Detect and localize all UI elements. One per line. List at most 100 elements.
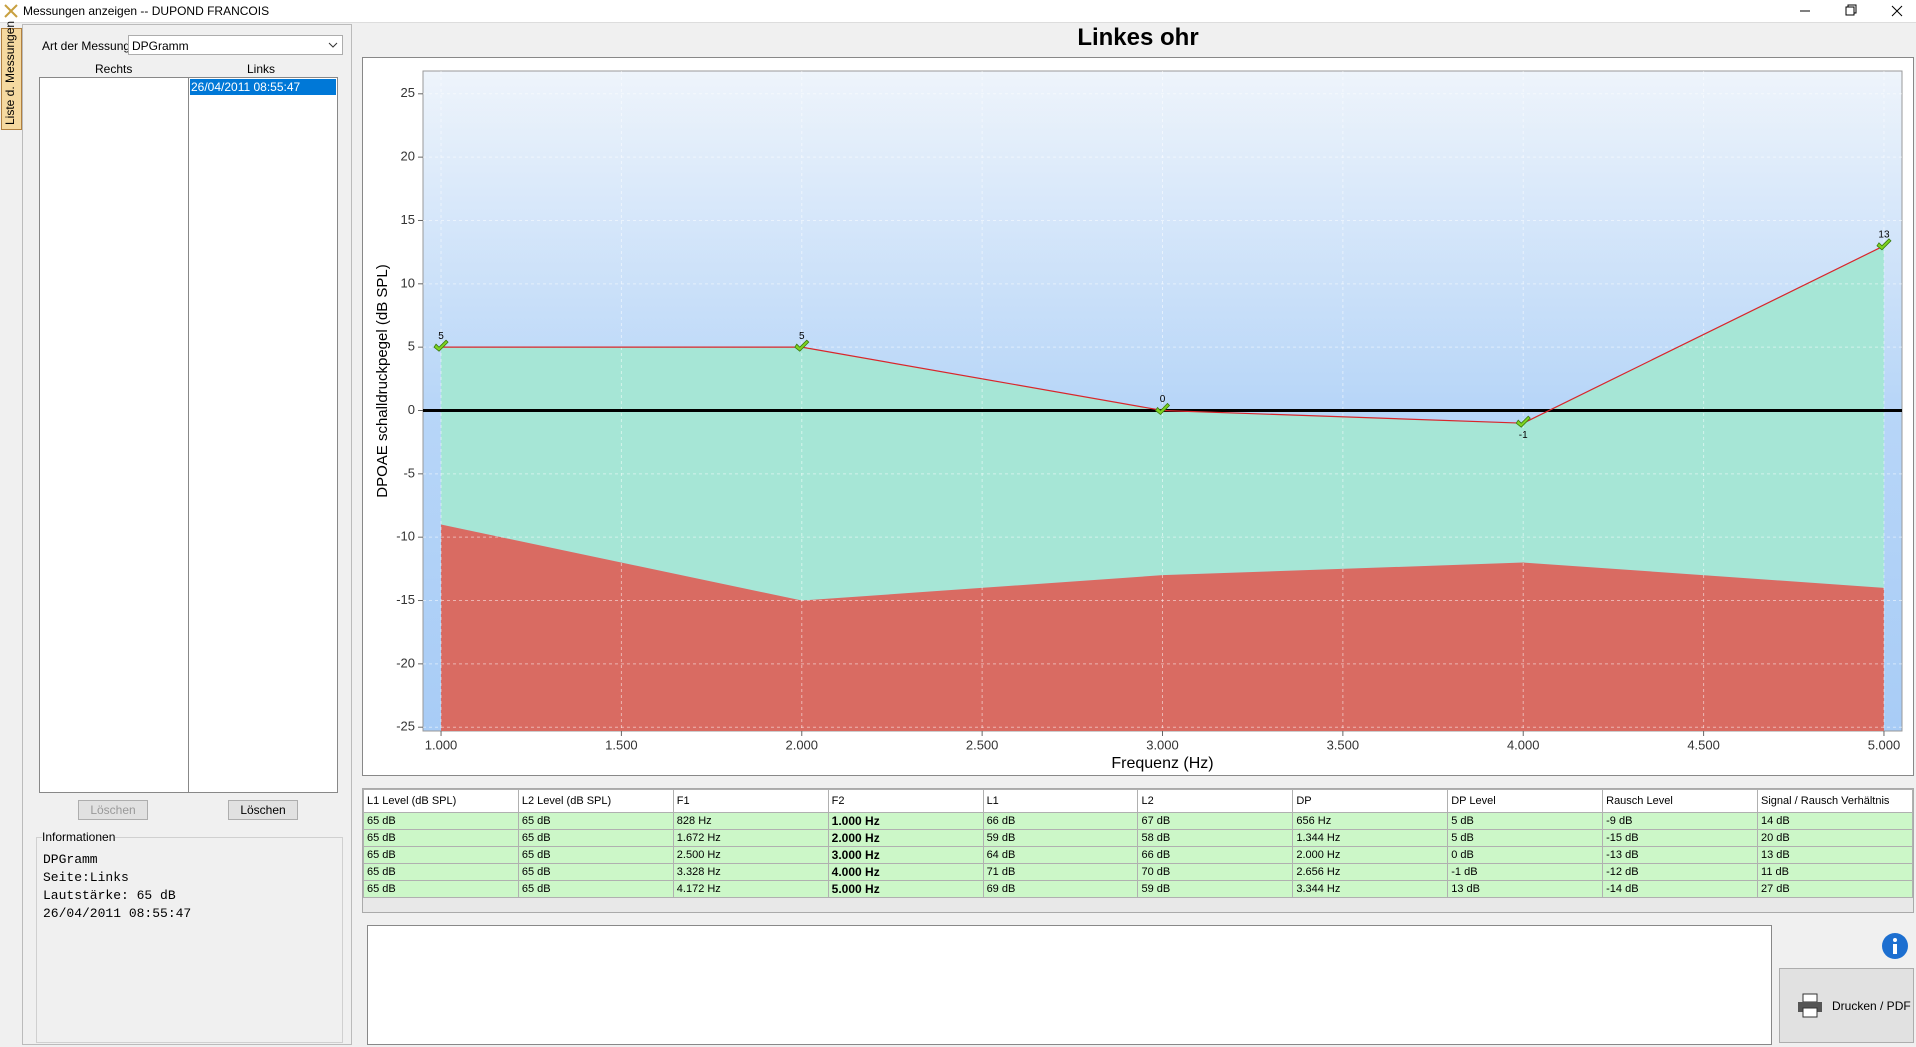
list-header: Links (247, 62, 276, 76)
table-cell: 66 dB (1137, 846, 1294, 864)
column-header: L2 (1137, 789, 1294, 813)
x-axis-label: Frequenz (Hz) (1111, 755, 1213, 772)
table-row: 65 dB 65 dB 828 Hz 1.000 Hz 66 dB 67 dB 656 Hz… (363, 812, 1913, 830)
table-cell: 67 dB (1137, 812, 1294, 830)
data-label: 13 (1878, 229, 1890, 240)
y-axis-label: DPOAE schalldruckpegel (dB SPL) (374, 264, 391, 497)
x-tick-label: 3.500 (1327, 737, 1360, 752)
x-tick-label: 2.000 (785, 737, 818, 752)
table-cell: 828 Hz (672, 812, 829, 830)
table-cell: 65 dB (363, 863, 519, 881)
table-cell: 2.000 Hz (827, 829, 984, 847)
table-cell: 2.656 Hz (1292, 863, 1449, 881)
table-cell: 4.000 Hz (827, 863, 984, 881)
list-item[interactable]: 26/04/2011 08:55:47 (190, 79, 336, 95)
chart: 5 5 0 -1 13 -25 -20 -15 -10 -5 0 5 10 15 20 25 1.000 1.50… (362, 57, 1914, 776)
chart-title: Linkes ohr (1077, 24, 1199, 51)
y-tick-label: 20 (401, 149, 415, 164)
info-text: DPGramm Seite:Links Lautstärke: 65 dB 26/04… (43, 851, 191, 923)
table-cell: 14 dB (1757, 812, 1913, 830)
table-panel: L1 Level (dB SPL) L2 Level (dB SPL) F1 F2 L1… (362, 788, 1914, 913)
table-cell: 58 dB (1137, 829, 1294, 847)
delete-button[interactable]: Löschen (78, 800, 148, 820)
table-cell: 65 dB (517, 812, 674, 830)
data-label: 5 (438, 331, 444, 342)
point-marker (1154, 402, 1171, 416)
x-tick-label: 5.000 (1868, 737, 1901, 752)
table-cell: 1.672 Hz (672, 829, 829, 847)
point-marker (1876, 238, 1892, 251)
table-cell: 69 dB (982, 880, 1139, 898)
window-controls[interactable] (1786, 0, 1916, 22)
y-tick-label: 15 (401, 212, 415, 227)
y-tick-label: -10 (396, 529, 415, 544)
right-list[interactable] (39, 77, 189, 793)
printer-icon (1798, 993, 1822, 1018)
column-header: L1 (982, 789, 1139, 813)
table-row: 65 dB 65 dB 3.328 Hz 4.000 Hz 71 dB 70 dB 2.65… (363, 863, 1913, 881)
table-cell: 5.000 Hz (827, 880, 984, 898)
table-row: 65 dB 65 dB 2.500 Hz 3.000 Hz 64 dB 66 dB 2.00… (363, 846, 1913, 864)
table-cell: 20 dB (1757, 829, 1913, 847)
y-tick-label: -25 (396, 719, 415, 734)
y-tick-label: 0 (408, 402, 415, 417)
x-tick-label: 2.500 (966, 737, 999, 752)
table-cell: 65 dB (517, 863, 674, 881)
table-cell: 65 dB (363, 880, 519, 898)
side-tab[interactable]: Liste d. Messungen (1, 21, 22, 130)
print-label: Drucken / PDF (1832, 999, 1911, 1013)
x-tick-label: 1.500 (605, 737, 638, 752)
table-cell: 65 dB (363, 812, 519, 830)
data-label: 0 (1160, 394, 1166, 405)
x-tick-label: 4.500 (1687, 737, 1720, 752)
y-tick-label: 25 (401, 85, 415, 100)
table-cell: 65 dB (517, 829, 674, 847)
combo-arrow (328, 42, 338, 48)
info-icon[interactable] (1881, 932, 1909, 960)
info-group (36, 837, 343, 1043)
data-label: 5 (799, 331, 805, 342)
y-tick-label: -20 (396, 655, 415, 670)
info-title: Informationen (42, 830, 116, 844)
print-button[interactable]: Drucken / PDF (1779, 968, 1914, 1043)
measurement-label: Art der Messung (42, 39, 131, 53)
table-cell: -13 dB (1602, 846, 1759, 864)
column-header: Rausch Level (1602, 789, 1759, 813)
table-cell: 5 dB (1447, 829, 1604, 847)
combo-value: DPGramm (132, 39, 189, 53)
table-cell: 3.328 Hz (672, 863, 829, 881)
table-cell: 11 dB (1757, 863, 1913, 881)
point-marker (1515, 415, 1531, 428)
window-title: Messungen anzeigen -- DUPOND FRANCOIS (23, 4, 270, 18)
point-marker (794, 339, 810, 352)
column-header: F2 (827, 789, 984, 813)
table-cell: 64 dB (982, 846, 1139, 864)
notes-box[interactable] (367, 925, 1772, 1045)
y-tick-label: -15 (396, 592, 415, 607)
left-list[interactable]: 26/04/2011 08:55:47 (188, 77, 338, 793)
table-cell: 1.000 Hz (827, 812, 984, 830)
title-bar: Messungen anzeigen -- DUPOND FRANCOIS (0, 0, 1916, 23)
table-cell: -9 dB (1602, 812, 1759, 830)
column-header: L1 Level (dB SPL) (363, 789, 519, 813)
app-icon (4, 4, 18, 18)
column-header: L2 Level (dB SPL) (517, 789, 674, 813)
table-cell: 4.172 Hz (672, 880, 829, 898)
y-tick-label: -5 (403, 465, 415, 480)
x-tick-label: 4.000 (1507, 737, 1540, 752)
table-cell: 71 dB (982, 863, 1139, 881)
measurement-combo[interactable]: DPGramm (128, 35, 343, 55)
table-cell: -1 dB (1447, 863, 1604, 881)
table-cell: 65 dB (517, 846, 674, 864)
y-tick-label: 5 (408, 339, 415, 354)
table-cell: -15 dB (1602, 829, 1759, 847)
data-table: L1 Level (dB SPL) L2 Level (dB SPL) F1 F2 L1… (363, 789, 1913, 898)
table-cell: 3.000 Hz (827, 846, 984, 864)
table-cell: 656 Hz (1292, 812, 1449, 830)
delete-button[interactable]: Löschen (228, 800, 298, 820)
info-line: Lautstärke: 65 dB (43, 888, 176, 903)
column-header: F1 (672, 789, 829, 813)
table-cell: 27 dB (1757, 880, 1913, 898)
y-tick-label: 10 (401, 275, 415, 290)
